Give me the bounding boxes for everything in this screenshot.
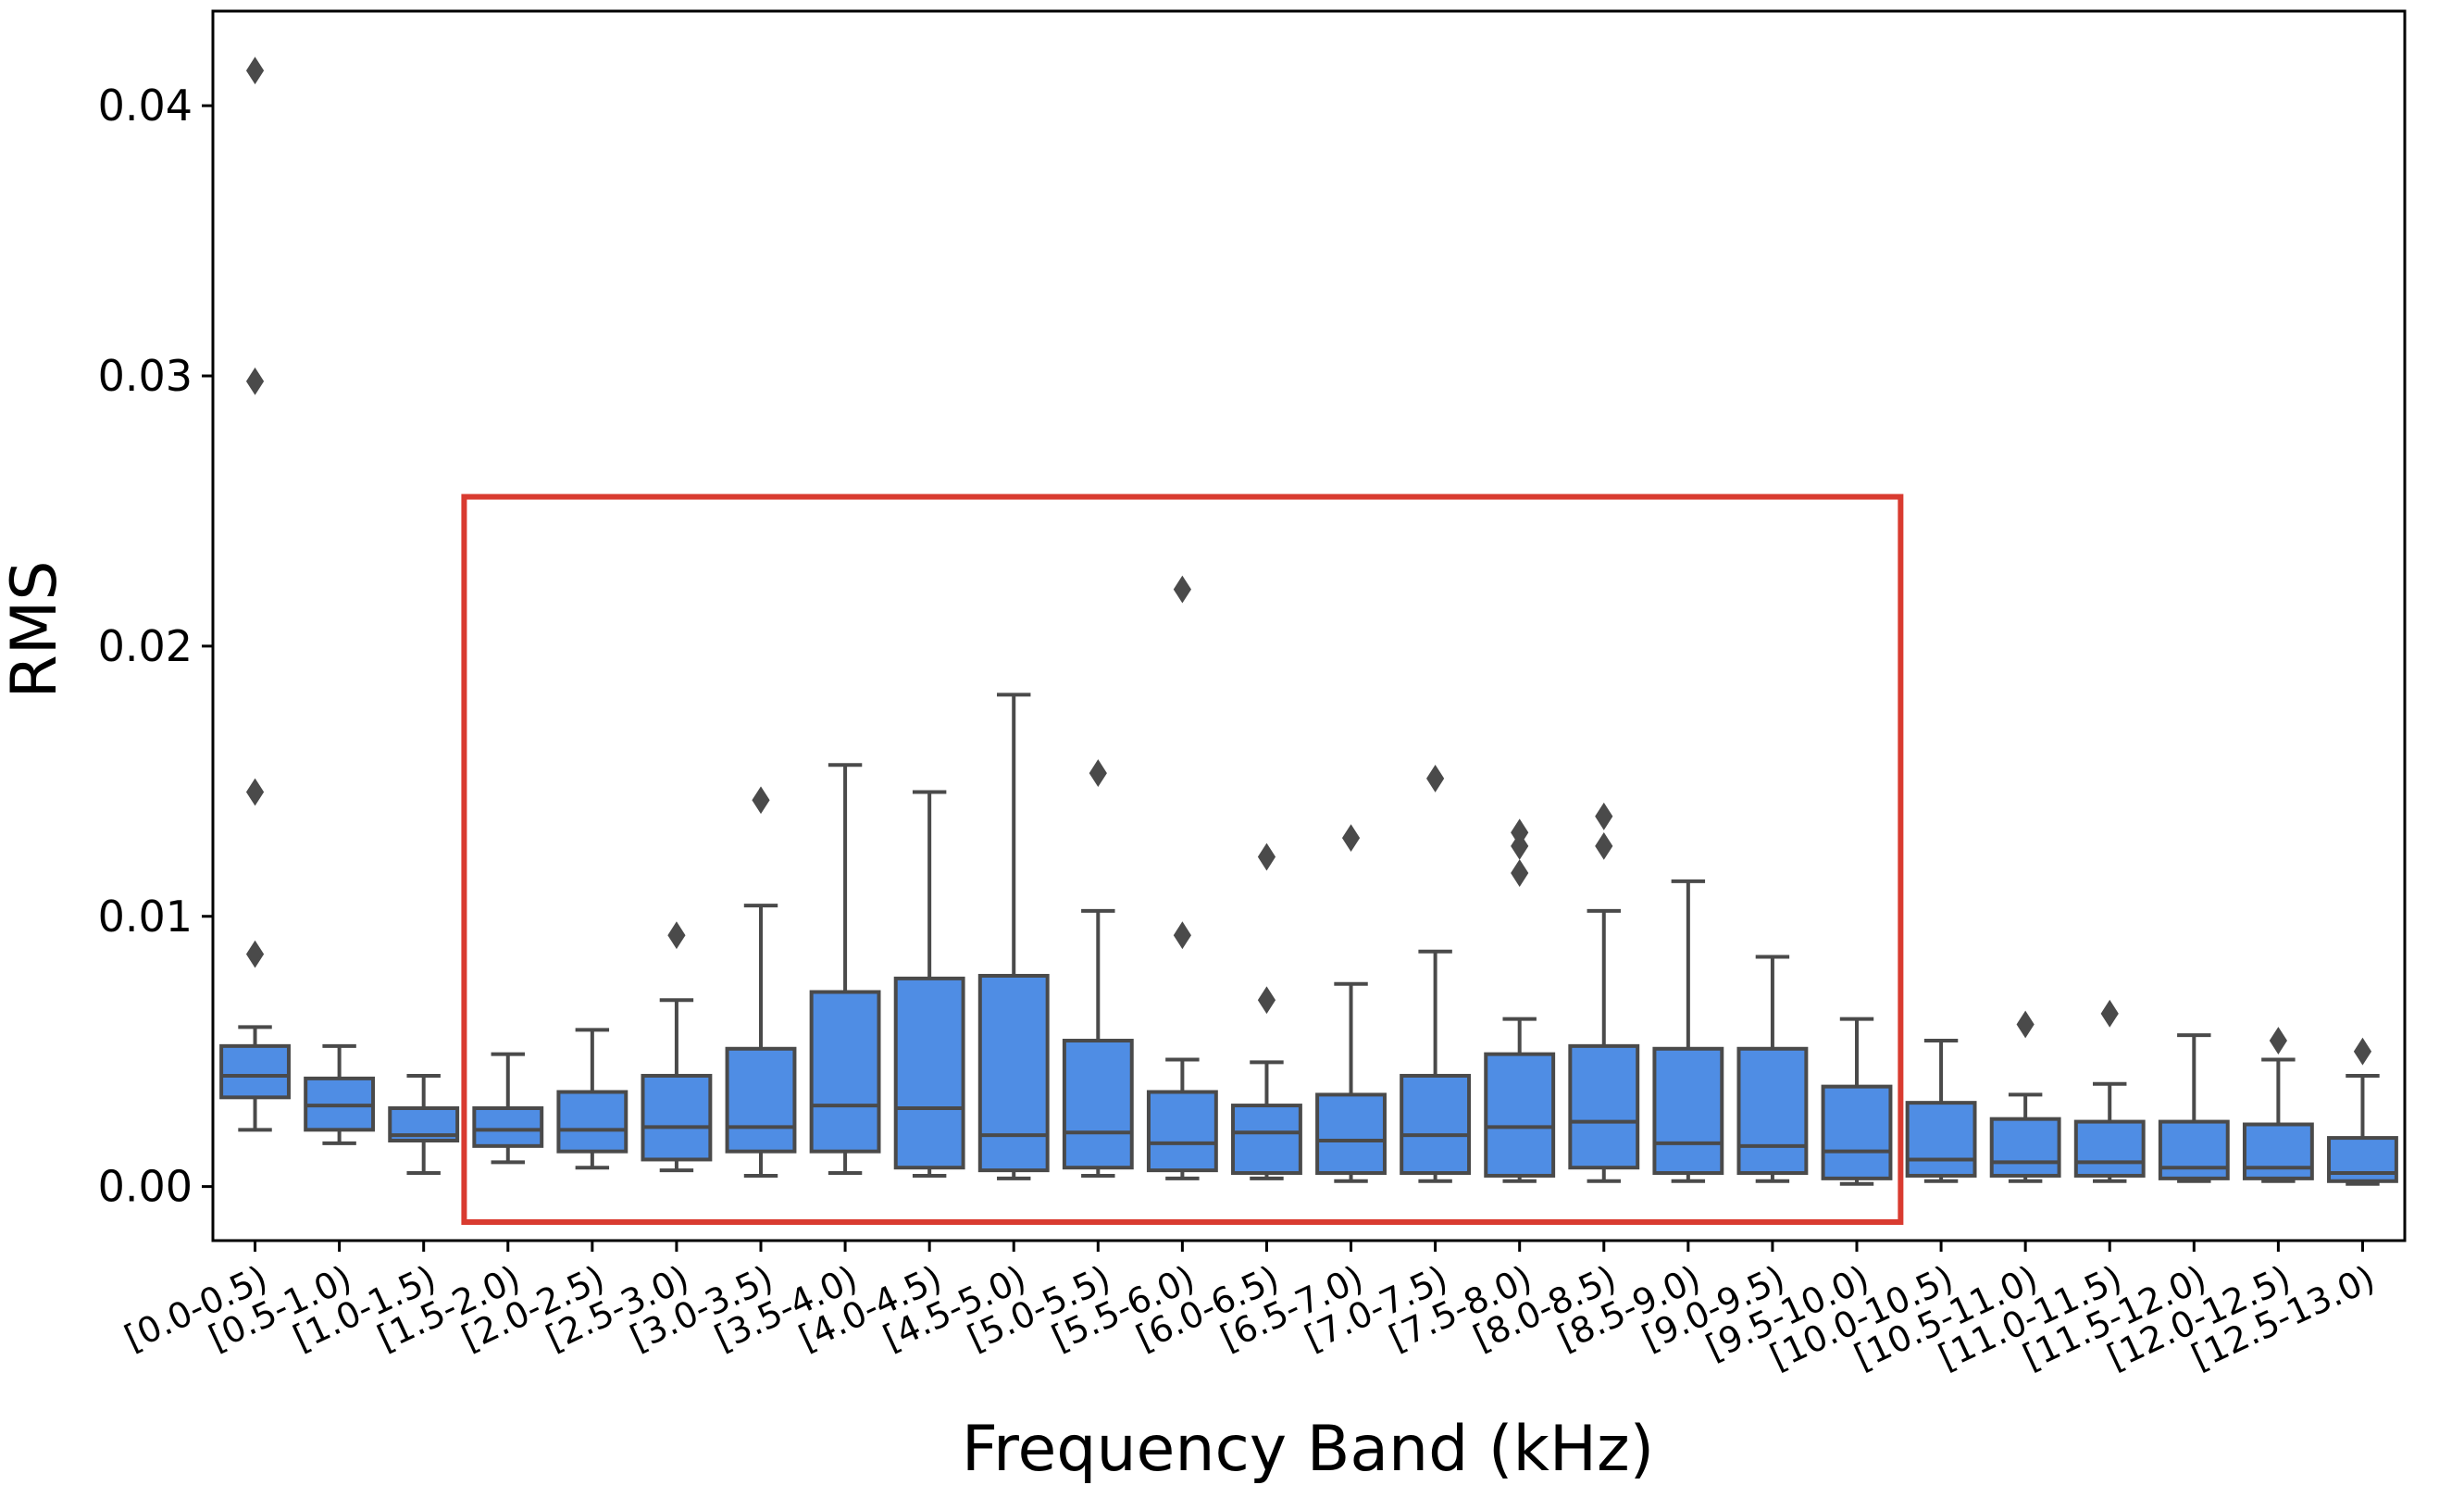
box-11 — [1062, 759, 1134, 1178]
box-25 — [2242, 1027, 2314, 1183]
y-tick-label: 0.02 — [98, 621, 193, 671]
box-12 — [1146, 575, 1218, 1180]
outlier-point — [2353, 1037, 2372, 1066]
outlier-point — [1595, 802, 1613, 830]
box-14 — [1315, 824, 1387, 1183]
box-body — [556, 1090, 628, 1154]
box-16 — [1484, 818, 1556, 1183]
box-body — [1231, 1104, 1302, 1176]
box-1 — [219, 56, 291, 1132]
box-body — [1905, 1101, 1977, 1178]
y-tick-label: 0.03 — [98, 351, 193, 401]
box-7 — [725, 786, 797, 1178]
box-body — [2073, 1119, 2146, 1178]
box-body — [1736, 1046, 1809, 1176]
box-body — [1652, 1046, 1724, 1176]
outlier-point — [1595, 831, 1613, 860]
outlier-point — [2016, 1010, 2035, 1039]
outlier-point — [1511, 859, 1529, 887]
outlier-point — [752, 786, 770, 815]
box-23 — [2073, 999, 2146, 1183]
box-body — [1568, 1043, 1640, 1170]
box-body — [2158, 1119, 2230, 1180]
box-20 — [1821, 1017, 1893, 1186]
box-5 — [556, 1028, 628, 1170]
box-24 — [2158, 1033, 2230, 1183]
box-body — [893, 976, 965, 1170]
outlier-point — [667, 921, 686, 950]
box-body — [809, 990, 881, 1154]
box-6 — [641, 921, 713, 1173]
outlier-point — [2269, 1027, 2287, 1054]
outlier-point — [1257, 842, 1276, 871]
outlier-point — [245, 778, 265, 806]
outlier-point — [1341, 824, 1361, 853]
box-body — [977, 973, 1050, 1173]
outlier-point — [1426, 764, 1445, 792]
y-axis-label: RMS — [0, 560, 71, 698]
plot-frame — [211, 9, 2407, 1242]
outlier-point — [245, 56, 265, 85]
box-body — [1062, 1039, 1134, 1170]
outlier-point — [1173, 921, 1191, 950]
box-9 — [893, 790, 965, 1178]
box-17 — [1568, 802, 1640, 1183]
box-body — [1400, 1073, 1472, 1176]
box-body — [1146, 1090, 1218, 1173]
outlier-point — [1511, 831, 1529, 860]
box-2 — [304, 1043, 376, 1145]
box-21 — [1905, 1039, 1977, 1183]
box-19 — [1736, 955, 1809, 1183]
outlier-point — [245, 367, 265, 395]
box-26 — [2327, 1037, 2398, 1186]
highlight-box — [461, 493, 1904, 1225]
box-4 — [472, 1052, 544, 1165]
box-body — [219, 1043, 291, 1100]
box-15 — [1400, 764, 1472, 1183]
box-8 — [809, 763, 881, 1176]
box-body — [1821, 1084, 1893, 1180]
outlier-point — [245, 940, 265, 968]
box-3 — [388, 1073, 460, 1176]
box-10 — [977, 693, 1050, 1180]
box-18 — [1652, 879, 1724, 1183]
y-tick-label: 0.04 — [98, 81, 193, 131]
box-body — [725, 1046, 797, 1154]
x-axis-label: Frequency Band (kHz) — [962, 1413, 1654, 1485]
box-body — [1315, 1092, 1387, 1176]
outlier-point — [1173, 575, 1191, 604]
outlier-point — [1089, 759, 1107, 787]
y-tick-label: 0.01 — [98, 892, 193, 942]
box-22 — [1989, 1010, 2061, 1183]
box-13 — [1231, 842, 1302, 1180]
box-body — [2242, 1122, 2314, 1180]
box-body — [641, 1073, 713, 1162]
y-tick-label: 0.00 — [98, 1162, 193, 1212]
outlier-point — [2100, 999, 2119, 1028]
outlier-point — [1257, 986, 1276, 1015]
box-body — [1484, 1052, 1556, 1178]
box-body — [1989, 1117, 2061, 1178]
box-body — [472, 1105, 544, 1148]
